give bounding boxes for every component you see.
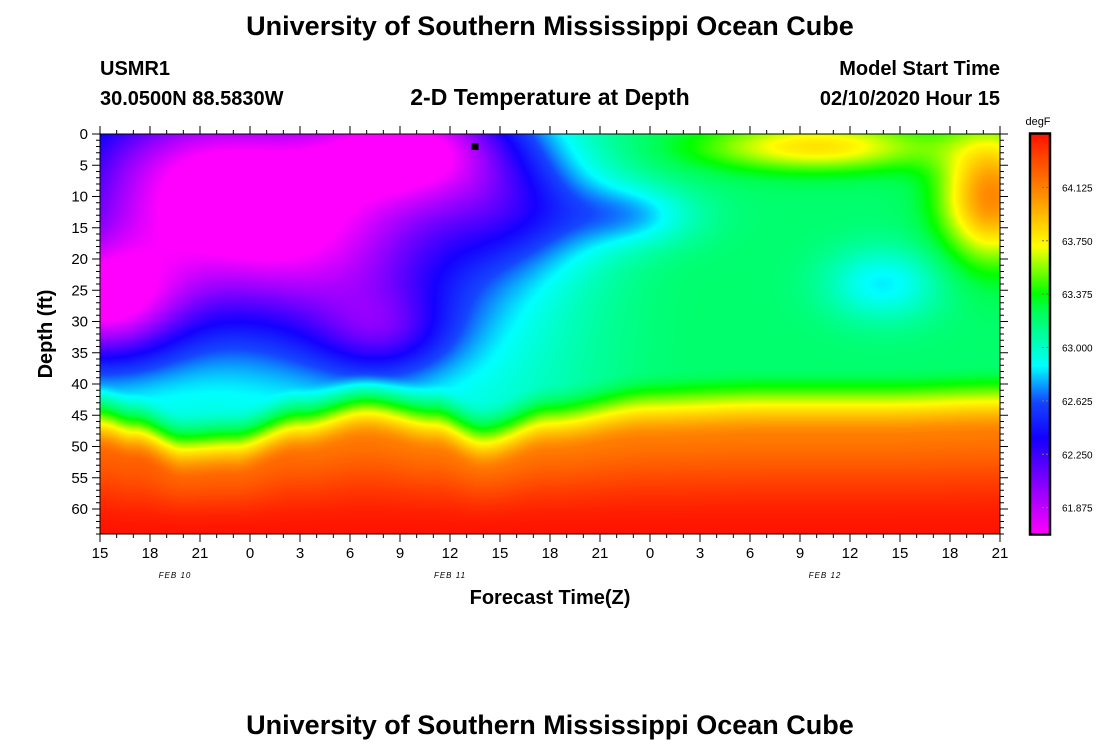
x-tick-label: 6 [746,545,754,562]
colorbar-tick-label: 62.250 [1062,450,1093,461]
plot-area [99,133,1001,535]
y-tick-label: 25 [71,282,88,299]
colorbar-ticks: 61.875 62.250 62.625 63.000 63.375 63.750 64.1… [1042,183,1093,515]
x-tick-label: 18 [542,545,559,562]
x-tick-label: 21 [592,545,609,562]
y-tick-label: 45 [71,407,88,424]
colorbar-gradient [1031,134,1049,534]
y-tick-label: 60 [71,501,88,518]
date-label: FEB 11 [434,571,466,580]
colorbar-frame [1028,132,1052,536]
x-tick-label: 12 [842,545,859,562]
colorbar-tick-label: 64.125 [1062,183,1093,194]
x-tick-label: 18 [142,545,159,562]
temperature-heatmap [100,134,1000,534]
x-axis-label: Forecast Time(Z) [470,587,631,609]
location-marker [471,143,479,150]
y-tick-label: 5 [80,157,88,174]
colorbar-tick-label: 62.625 [1062,397,1093,408]
colorbar-tick-label: 61.875 [1062,504,1093,515]
page-title: University of Southern Mississippi Ocean… [246,11,854,41]
x-tick-label: 0 [246,545,254,562]
date-label: FEB 12 [809,571,842,580]
colorbar-tick-label: 63.000 [1062,344,1093,355]
y-tick-label: 0 [80,126,88,143]
y-tick-label: 50 [71,439,88,456]
y-tick-label: 20 [71,251,88,268]
model-start-label: Model Start Time [839,58,1000,80]
y-tick-label: 30 [71,314,88,331]
date-label: FEB 10 [159,571,192,580]
colorbar-tick-label: 63.375 [1062,290,1093,301]
x-tick-label: 15 [492,545,509,562]
y-tick-label: 55 [71,470,88,487]
y-tick-label: 15 [71,220,88,237]
x-tick-label: 21 [192,545,209,562]
y-axis-label: Depth (ft) [35,290,57,379]
y-tick-label: 40 [71,376,88,393]
colorbar-tick-label: 63.750 [1062,237,1093,248]
station-coords: 30.0500N 88.5830W [100,88,284,110]
model-start-value: 02/10/2020 Hour 15 [820,88,1000,110]
x-tick-label: 6 [346,545,354,562]
x-tick-label: 9 [796,545,804,562]
x-tick-label: 21 [992,545,1009,562]
chart-subtitle: 2-D Temperature at Depth [410,84,689,110]
y-tick-label: 35 [71,345,88,362]
colorbar-unit: degF [1025,116,1050,128]
x-tick-label: 3 [296,545,304,562]
x-tick-label: 9 [396,545,404,562]
footer-title: University of Southern Mississippi Ocean… [246,710,854,740]
x-tick-label: 15 [892,545,909,562]
x-tick-label: 15 [92,545,109,562]
x-tick-label: 3 [696,545,704,562]
station-id: USMR1 [100,58,170,80]
y-tick-label: 10 [71,189,88,206]
x-tick-label: 12 [442,545,459,562]
x-tick-label: 18 [942,545,959,562]
x-tick-label: 0 [646,545,654,562]
colorbar: degF 61.875 62.250 62.625 63.000 63.375 63.75… [1025,116,1093,536]
